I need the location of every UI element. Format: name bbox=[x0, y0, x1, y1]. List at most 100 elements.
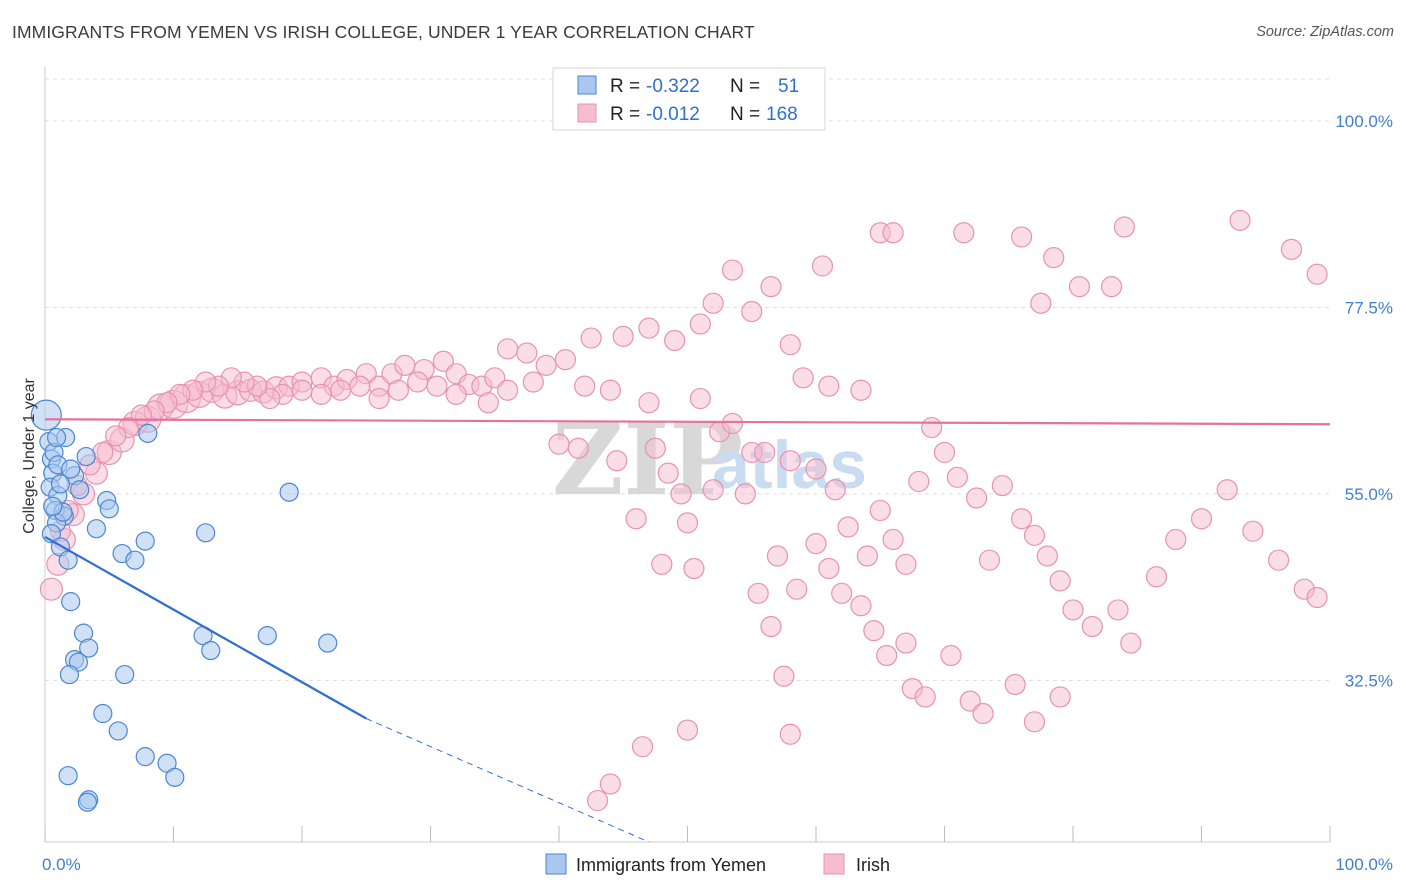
y-tick-label-2: 77.5% bbox=[1345, 298, 1393, 317]
irish-point-34 bbox=[484, 367, 506, 389]
yemen-point-32 bbox=[115, 664, 135, 685]
x-tick-label-1: 100.0% bbox=[1335, 855, 1393, 874]
yemen-point-28 bbox=[79, 638, 99, 658]
irish-point-131 bbox=[1081, 615, 1103, 638]
yemen-point-47 bbox=[50, 474, 71, 494]
irish-point-61 bbox=[1030, 292, 1052, 314]
irish-point-126 bbox=[1010, 508, 1033, 530]
irish-point-119 bbox=[908, 470, 930, 493]
irish-point-37 bbox=[535, 354, 557, 376]
irish-point-124 bbox=[978, 549, 1001, 571]
legend-irish-r-value: -0.012 bbox=[646, 104, 700, 125]
irish-point-169 bbox=[631, 736, 654, 758]
irish-point-149 bbox=[863, 620, 885, 642]
yemen-point-50 bbox=[43, 496, 63, 516]
irish-point-142 bbox=[734, 483, 756, 505]
irish-point-39 bbox=[580, 327, 602, 349]
yemen-trend-extension bbox=[366, 718, 650, 843]
yemen-point-38 bbox=[108, 721, 128, 741]
irish-point-102 bbox=[606, 450, 628, 472]
irish-point-59 bbox=[1100, 276, 1123, 298]
irish-point-38 bbox=[554, 348, 577, 371]
irish-point-36 bbox=[516, 342, 538, 364]
irish-point-146 bbox=[818, 557, 840, 580]
irish-point-128 bbox=[1036, 545, 1058, 567]
irish-point-159 bbox=[1049, 686, 1071, 708]
irish-point-103 bbox=[644, 437, 666, 459]
irish-point-48 bbox=[779, 334, 801, 356]
bottom-legend-yemen: Immigrants from Yemen bbox=[576, 855, 766, 875]
irish-point-151 bbox=[895, 632, 917, 654]
irish-point-41 bbox=[638, 317, 660, 339]
irish-point-104 bbox=[657, 462, 679, 484]
irish-point-100 bbox=[548, 433, 570, 455]
irish-point-133 bbox=[1120, 632, 1142, 654]
legend-swatch-irish bbox=[577, 103, 597, 123]
yemen-point-41 bbox=[165, 767, 185, 787]
irish-point-117 bbox=[882, 528, 904, 551]
yemen-point-48 bbox=[46, 427, 67, 448]
y-tick-label-0: 32.5% bbox=[1345, 671, 1393, 690]
tick-labels: 32.5% 55.0% 77.5% 100.0% 0.0% 100.0% bbox=[42, 112, 1393, 874]
irish-point-108 bbox=[721, 412, 744, 435]
irish-point-45 bbox=[721, 259, 744, 281]
yemen-point-34 bbox=[201, 640, 221, 661]
x-tick-label-0: 0.0% bbox=[42, 855, 81, 874]
yemen-point-18 bbox=[99, 499, 119, 519]
bottom-legend: Immigrants from Yemen Irish bbox=[545, 853, 890, 875]
irish-point-28 bbox=[394, 354, 416, 376]
irish-point-63 bbox=[818, 375, 840, 397]
irish-point-64 bbox=[850, 379, 872, 401]
irish-point-138 bbox=[1242, 520, 1264, 542]
irish-point-73 bbox=[426, 375, 448, 397]
top-legend-box bbox=[552, 67, 826, 131]
irish-point-44 bbox=[702, 292, 724, 314]
irish-point-62 bbox=[792, 367, 814, 389]
irish-point-74 bbox=[407, 371, 429, 393]
irish-point-156 bbox=[972, 702, 994, 725]
yemen-point-37 bbox=[93, 703, 113, 724]
irish-point-77 bbox=[349, 375, 371, 397]
irish-point-163 bbox=[702, 479, 724, 501]
irish-point-132 bbox=[1107, 599, 1129, 621]
yemen-point-20 bbox=[138, 423, 158, 443]
irish-point-35 bbox=[497, 338, 519, 360]
irish-point-110 bbox=[753, 441, 776, 464]
irish-point-157 bbox=[1004, 673, 1026, 696]
top-legend: R = -0.322 N = 51 R = -0.012 N = 168 bbox=[552, 67, 826, 131]
irish-point-75 bbox=[387, 379, 409, 401]
irish-trend-line bbox=[44, 418, 1331, 426]
irish-point-106 bbox=[676, 512, 699, 534]
legend-swatch-yemen bbox=[577, 75, 597, 95]
irish-point-164 bbox=[747, 582, 769, 604]
irish-point-139 bbox=[1267, 549, 1290, 571]
irish-point-165 bbox=[760, 615, 782, 638]
irish-point-127 bbox=[1023, 524, 1046, 546]
legend-yemen-r-label: R = bbox=[610, 76, 640, 97]
irish-point-58 bbox=[1306, 263, 1328, 285]
irish-point-147 bbox=[831, 582, 853, 604]
irish-point-167 bbox=[779, 723, 801, 745]
irish-point-55 bbox=[1113, 216, 1136, 238]
irish-point-141 bbox=[1306, 586, 1328, 609]
irish-point-53 bbox=[1010, 226, 1033, 248]
irish-point-114 bbox=[837, 516, 859, 538]
irish-point-153 bbox=[914, 686, 936, 708]
yemen-point-26 bbox=[61, 592, 81, 612]
irish-point-168 bbox=[676, 719, 699, 741]
irish-point-171 bbox=[586, 789, 609, 812]
irish-point-150 bbox=[876, 644, 898, 667]
bottom-legend-swatch-yemen bbox=[545, 853, 567, 875]
irish-point-121 bbox=[933, 441, 956, 464]
irish-point-148 bbox=[850, 595, 872, 617]
irish-point-70 bbox=[497, 379, 519, 401]
irish-point-162 bbox=[683, 557, 705, 580]
irish-point-111 bbox=[779, 450, 801, 472]
irish-point-137 bbox=[1216, 479, 1238, 501]
chart-title: IMMIGRANTS FROM YEMEN VS IRISH COLLEGE, … bbox=[12, 22, 755, 42]
irish-point-144 bbox=[786, 578, 808, 600]
yemen-point-35 bbox=[257, 626, 277, 646]
irish-point-101 bbox=[567, 437, 589, 459]
bottom-legend-swatch-irish bbox=[823, 853, 845, 875]
